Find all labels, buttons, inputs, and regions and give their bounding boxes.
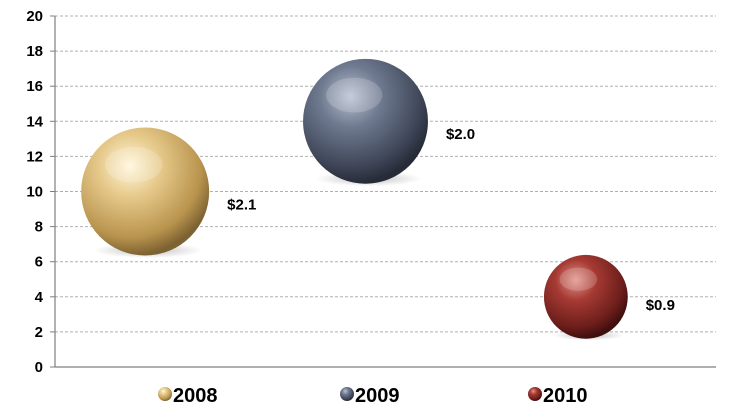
y-tick-label: 4 — [35, 289, 44, 306]
y-tick-label: 16 — [26, 78, 43, 95]
bubble-2008-circle — [81, 127, 210, 256]
legend-marker-2009 — [340, 387, 354, 401]
data-label-2010: $0.9 — [646, 297, 675, 314]
legend: 2008 2009 2010 — [158, 385, 588, 407]
legend-item-2010: 2010 — [528, 385, 588, 407]
y-tick-label: 8 — [35, 219, 43, 236]
legend-item-2009: 2009 — [340, 385, 400, 407]
axes — [50, 15, 716, 368]
bubbles — [81, 58, 628, 341]
y-tick-label: 14 — [26, 113, 43, 130]
bubble-highlight — [559, 267, 598, 291]
legend-marker-2008 — [158, 387, 172, 401]
y-tick-label: 2 — [35, 324, 43, 341]
bubble-2010-circle — [543, 254, 628, 339]
bubble-2010 — [543, 254, 628, 341]
data-label-2008: $2.1 — [227, 196, 256, 213]
y-tick-label: 12 — [26, 148, 43, 165]
data-labels: $2.1 $2.0 $0.9 — [227, 126, 675, 314]
y-tick-label: 0 — [35, 359, 43, 376]
y-tick-label: 18 — [26, 43, 43, 60]
y-tick-label: 10 — [26, 184, 43, 201]
bubble-2009-circle — [303, 58, 428, 184]
bubble-2009 — [303, 58, 428, 187]
legend-item-2008: 2008 — [158, 385, 218, 407]
y-tick-label: 6 — [35, 254, 43, 271]
data-label-2009: $2.0 — [446, 126, 475, 143]
y-axis-tick-labels: 0 2 4 6 8 10 12 14 16 18 20 — [26, 8, 43, 376]
bubble-highlight — [104, 146, 163, 183]
legend-marker-2010 — [528, 387, 542, 401]
bubble-2008 — [81, 127, 210, 259]
legend-label-2010: 2010 — [543, 385, 588, 407]
bubble-highlight — [326, 77, 383, 113]
legend-label-2009: 2009 — [355, 385, 400, 407]
y-tick-label: 20 — [26, 8, 43, 25]
legend-label-2008: 2008 — [173, 385, 218, 407]
